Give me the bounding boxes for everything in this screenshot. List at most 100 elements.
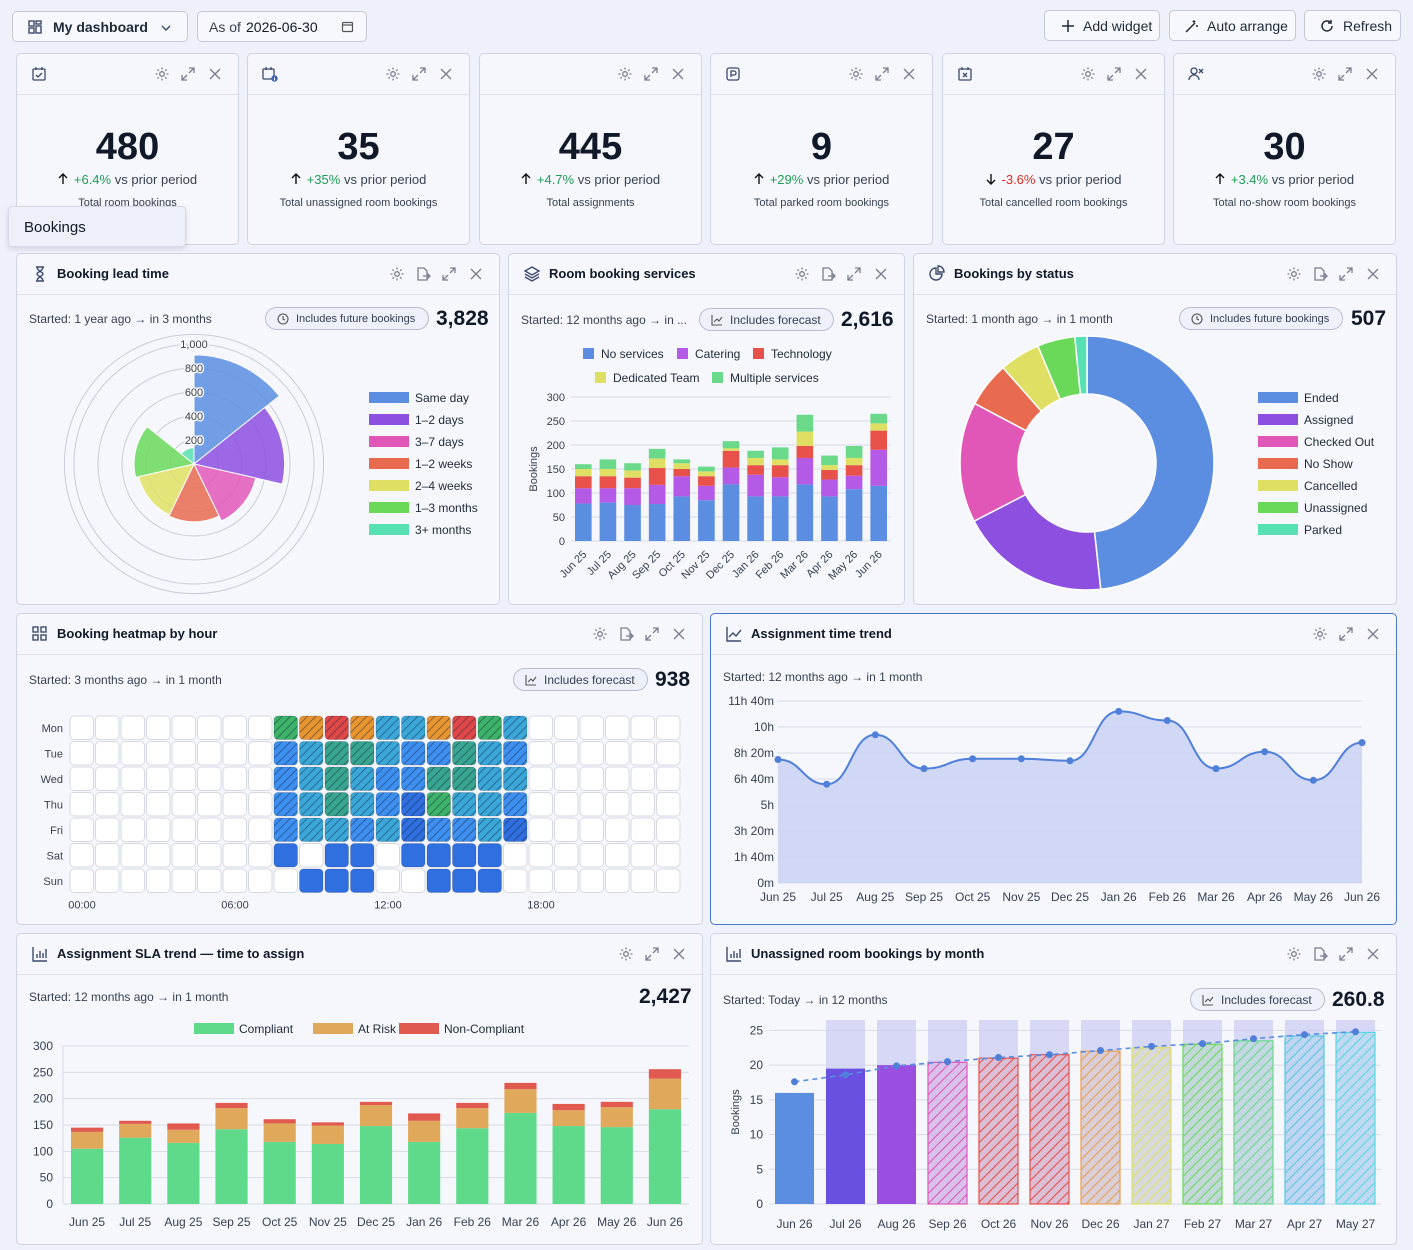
doughnut-slice [973, 493, 1102, 591]
expand-icon[interactable] [1338, 266, 1354, 282]
kpi-card[interactable]: 27 -3.6% vs prior period Total cancelled… [942, 53, 1165, 245]
expand-icon[interactable] [411, 66, 427, 82]
expand-icon[interactable] [441, 266, 457, 282]
widget-booking-heatmap: Booking heatmap by hour Started: 3 month… [16, 613, 703, 925]
expand-icon[interactable] [846, 266, 862, 282]
auto-arrange-button[interactable]: Auto arrange [1169, 10, 1296, 41]
kpi-card[interactable]: 9 +29% vs prior period Total parked room… [710, 53, 933, 245]
kpi-card[interactable]: 35 +35% vs prior period Total unassigned… [247, 53, 470, 245]
trend-icon [1202, 995, 1214, 1006]
close-icon[interactable] [468, 266, 484, 282]
heatmap-cell [656, 792, 681, 817]
y-tick-label: 11h 40m [728, 694, 774, 708]
x-tick-label: 00:00 [68, 900, 96, 912]
gear-icon[interactable] [617, 66, 633, 82]
dashboard-selector[interactable]: My dashboard [12, 11, 188, 42]
y-tick-label: 0 [46, 1197, 53, 1211]
gear-icon[interactable] [848, 66, 864, 82]
bar-segment [575, 503, 592, 541]
kpi-card[interactable]: 445 +4.7% vs prior period Total assignme… [479, 53, 702, 245]
export-icon[interactable] [820, 266, 836, 282]
forecast-pill[interactable]: Includes forecast [513, 668, 648, 691]
close-icon[interactable] [438, 66, 454, 82]
future-bookings-pill[interactable]: Includes future bookings [265, 307, 429, 330]
bar-segment [648, 504, 666, 541]
close-icon[interactable] [671, 946, 687, 962]
gear-icon[interactable] [1286, 266, 1302, 282]
forecast-pill[interactable]: Includes forecast [1190, 988, 1325, 1011]
expand-icon[interactable] [874, 66, 890, 82]
gear-icon[interactable] [1286, 946, 1302, 962]
expand-icon[interactable] [644, 626, 660, 642]
kpi-delta: +4.7% vs prior period [480, 172, 701, 187]
bar-segment [870, 430, 887, 450]
bar-segment [870, 449, 887, 486]
export-icon[interactable] [415, 266, 431, 282]
data-point [1261, 748, 1269, 756]
close-icon[interactable] [873, 266, 889, 282]
calendar-icon[interactable] [341, 20, 354, 33]
bar-segment [722, 484, 740, 541]
close-icon[interactable] [1365, 626, 1381, 642]
gear-icon[interactable] [1312, 626, 1328, 642]
kpi-delta: +35% vs prior period [248, 172, 469, 187]
date-range-text: Started: 12 months ago → in ... [521, 313, 688, 327]
heatmap-cell-hatch [452, 716, 476, 740]
gear-icon[interactable] [1311, 66, 1327, 82]
heatmap-cell [171, 715, 196, 740]
bar-segment [624, 477, 641, 489]
booking-heatmap-chart: Mon Tue Wed Thu Fri Sat Sun 00:00 06:00 12:00 18:0… [41, 715, 681, 912]
export-icon[interactable] [1312, 946, 1328, 962]
close-icon[interactable] [1365, 946, 1381, 962]
close-icon[interactable] [901, 66, 917, 82]
expand-icon[interactable] [180, 66, 196, 82]
heatmap-cell [171, 766, 196, 791]
heatmap-cell-hatch [299, 818, 323, 842]
refresh-label: Refresh [1343, 18, 1393, 34]
refresh-button[interactable]: Refresh [1304, 10, 1401, 41]
close-icon[interactable] [207, 66, 223, 82]
pill-label: Includes future bookings [1210, 312, 1330, 325]
expand-icon[interactable] [643, 66, 659, 82]
export-icon[interactable] [1312, 266, 1328, 282]
bar-segment [698, 485, 715, 501]
legend-label: Non-Compliant [444, 1022, 525, 1036]
kpi-value: 445 [558, 126, 623, 168]
gear-icon[interactable] [385, 66, 401, 82]
expand-icon[interactable] [1106, 66, 1122, 82]
expand-icon[interactable] [644, 946, 660, 962]
gear-icon[interactable] [618, 946, 634, 962]
close-icon[interactable] [1133, 66, 1149, 82]
expand-icon[interactable] [1337, 66, 1353, 82]
widget-title: Booking lead time [57, 266, 169, 281]
bar-segment [552, 1126, 585, 1204]
bar-segment [119, 1137, 152, 1204]
widget-total: 507 [1351, 307, 1387, 330]
widget-header: Booking heatmap by hour [17, 614, 702, 655]
heatmap-cell [426, 843, 451, 868]
gear-icon[interactable] [794, 266, 810, 282]
status-doughnut-chart [959, 335, 1215, 591]
gear-icon[interactable] [592, 626, 608, 642]
legend-label: Same day [415, 391, 470, 405]
kpi-card[interactable]: 30 +3.4% vs prior period Total no-show r… [1173, 53, 1396, 245]
gear-icon[interactable] [1080, 66, 1096, 82]
close-icon[interactable] [1364, 66, 1380, 82]
grid-ring [73, 343, 315, 585]
kpi-card[interactable]: 480 +6.4% vs prior period Total room boo… [16, 53, 239, 245]
expand-icon[interactable] [1338, 626, 1354, 642]
export-icon[interactable] [618, 626, 634, 642]
hourglass-icon [36, 266, 44, 282]
close-icon[interactable] [671, 626, 687, 642]
gear-icon[interactable] [389, 266, 405, 282]
as-of-date-picker[interactable]: As of 2026-06-30 [197, 11, 367, 42]
close-icon[interactable] [670, 66, 686, 82]
gear-icon[interactable] [154, 66, 170, 82]
forecast-pill[interactable]: Includes forecast [699, 308, 834, 331]
widget-room-booking-services: Room booking services Started: 12 months… [508, 253, 905, 605]
future-bookings-pill[interactable]: Includes future bookings [1179, 307, 1343, 330]
close-icon[interactable] [1365, 266, 1381, 282]
expand-icon[interactable] [1338, 946, 1354, 962]
add-widget-button[interactable]: Add widget [1044, 10, 1160, 41]
x-tick-label: Apr 26 [1247, 890, 1283, 904]
